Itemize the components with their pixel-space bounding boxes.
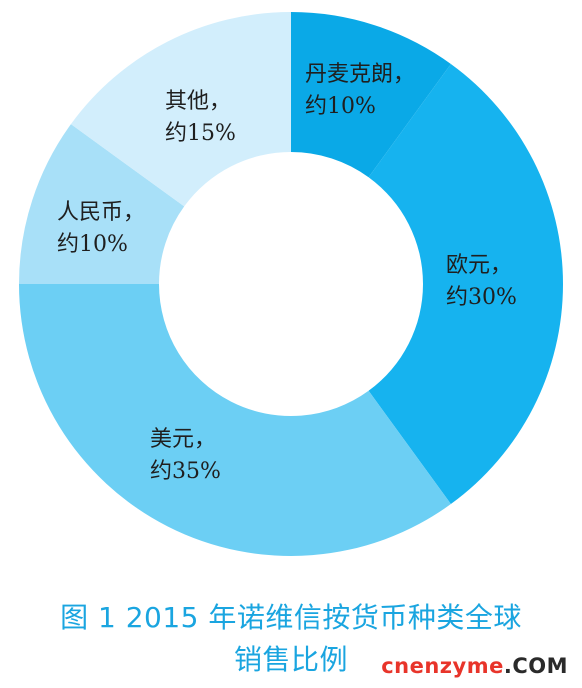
slice-label-name-1: 欧元， bbox=[446, 253, 512, 278]
watermark-logo: cnenzyme.COM bbox=[381, 654, 568, 678]
donut-slice-2 bbox=[19, 284, 451, 556]
donut-slice-4 bbox=[70, 12, 291, 207]
slice-label-value-3: 约10% bbox=[57, 232, 128, 257]
slice-label-value-2: 约35% bbox=[150, 459, 221, 484]
donut-slice-1 bbox=[368, 63, 564, 505]
donut-chart: 丹麦克朗， 约10% 欧元， 约30% 美元， 约35% 人民币， 约10% 其他， 约15% bbox=[19, 12, 564, 556]
slice-label-value-4: 约15% bbox=[165, 121, 236, 146]
slice-label-value-1: 约30% bbox=[446, 285, 517, 310]
donut-labels: 丹麦克朗， 约10% 欧元， 约30% 美元， 约35% 人民币， 约10% 其他， 约15% bbox=[57, 62, 517, 484]
slice-label-name-3: 人民币， bbox=[57, 200, 145, 225]
chart-title-line-1: 图 1 2015 年诺维信按货币种类全球 bbox=[60, 601, 522, 634]
donut-slices bbox=[19, 12, 564, 556]
slice-label-name-4: 其他， bbox=[165, 89, 231, 114]
donut-slice-0 bbox=[291, 12, 451, 178]
slice-label-value-0: 约10% bbox=[305, 94, 376, 119]
slice-label-name-0: 丹麦克朗， bbox=[305, 62, 415, 87]
donut-slice-3 bbox=[19, 124, 185, 285]
watermark-domain: .COM bbox=[503, 654, 568, 678]
slice-label-name-2: 美元， bbox=[150, 427, 216, 452]
watermark-text: cnenzyme bbox=[381, 654, 504, 678]
chart-title-line-2: 销售比例 bbox=[233, 643, 348, 676]
